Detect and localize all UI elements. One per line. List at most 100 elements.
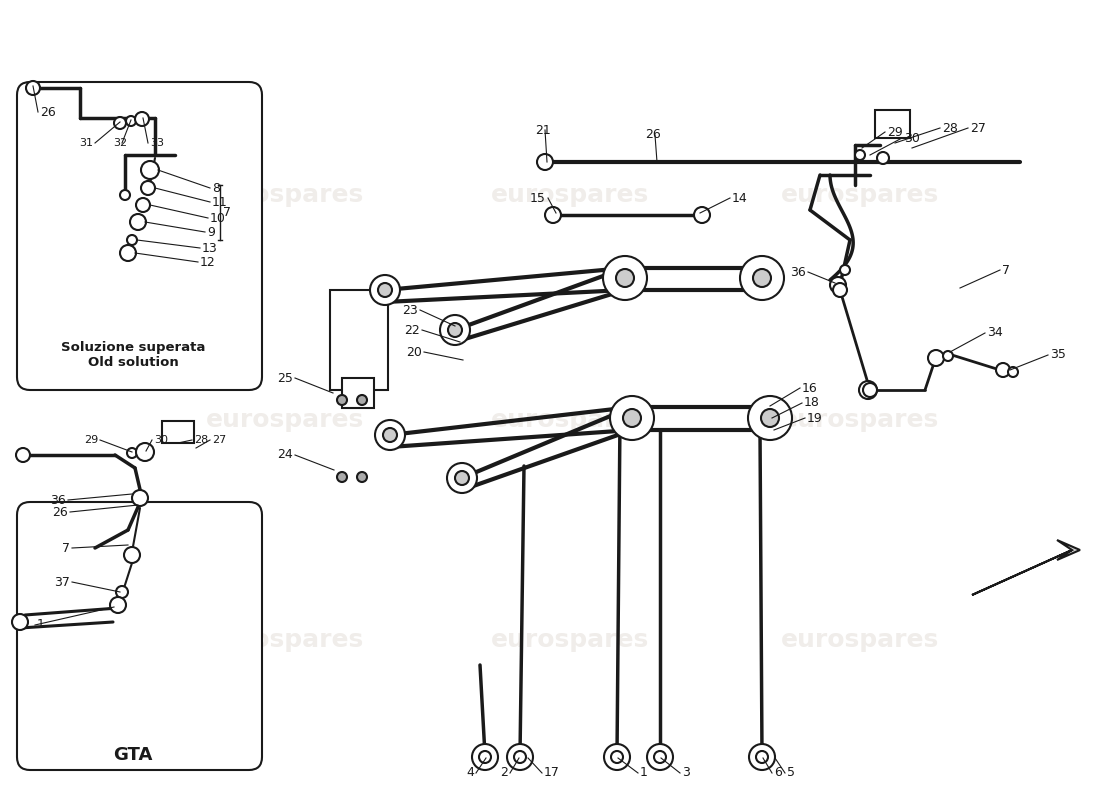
Circle shape [358, 472, 367, 482]
Text: 29: 29 [887, 126, 903, 138]
Circle shape [840, 265, 850, 275]
Text: eurospares: eurospares [206, 408, 364, 432]
Circle shape [126, 448, 138, 458]
Text: 23: 23 [403, 303, 418, 317]
Circle shape [761, 409, 779, 427]
Text: eurospares: eurospares [206, 183, 364, 207]
Text: 10: 10 [210, 211, 225, 225]
Text: eurospares: eurospares [491, 183, 649, 207]
Circle shape [623, 409, 641, 427]
Text: 26: 26 [645, 129, 661, 142]
Text: eurospares: eurospares [206, 628, 364, 652]
Circle shape [141, 181, 155, 195]
Text: Old solution: Old solution [88, 357, 178, 370]
Circle shape [507, 744, 534, 770]
Circle shape [378, 283, 392, 297]
Text: 6: 6 [774, 766, 782, 779]
Circle shape [447, 463, 477, 493]
Circle shape [647, 744, 673, 770]
Text: 28: 28 [942, 122, 958, 134]
Text: 18: 18 [804, 397, 820, 410]
Circle shape [754, 269, 771, 287]
Circle shape [833, 283, 847, 297]
Circle shape [114, 117, 126, 129]
Text: 37: 37 [54, 575, 70, 589]
Circle shape [120, 190, 130, 200]
Text: 29: 29 [84, 435, 98, 445]
Text: 30: 30 [154, 435, 168, 445]
FancyBboxPatch shape [16, 502, 262, 770]
Circle shape [110, 597, 126, 613]
Circle shape [996, 363, 1010, 377]
Text: eurospares: eurospares [491, 628, 649, 652]
Text: 8: 8 [212, 182, 220, 194]
Circle shape [748, 396, 792, 440]
Text: 33: 33 [150, 138, 164, 148]
Text: eurospares: eurospares [491, 408, 649, 432]
Circle shape [928, 350, 944, 366]
Circle shape [136, 443, 154, 461]
Text: 1: 1 [37, 618, 45, 631]
Polygon shape [972, 540, 1080, 595]
Circle shape [514, 751, 526, 763]
Circle shape [740, 256, 784, 300]
Circle shape [603, 256, 647, 300]
Text: 26: 26 [53, 506, 68, 518]
Circle shape [537, 154, 553, 170]
Text: 15: 15 [530, 191, 546, 205]
Circle shape [544, 207, 561, 223]
Text: 1: 1 [640, 766, 648, 779]
Text: 21: 21 [535, 123, 551, 137]
Bar [330, 290, 388, 390]
Circle shape [120, 245, 136, 261]
Circle shape [358, 395, 367, 405]
Text: 30: 30 [904, 131, 920, 145]
Circle shape [116, 586, 128, 598]
Text: 32: 32 [113, 138, 128, 148]
Text: eurospares: eurospares [781, 183, 939, 207]
Text: 5: 5 [786, 766, 795, 779]
Circle shape [337, 395, 346, 405]
Text: 34: 34 [987, 326, 1003, 339]
Text: Soluzione superata: Soluzione superata [60, 342, 206, 354]
Text: 28: 28 [194, 435, 208, 445]
Circle shape [16, 448, 30, 462]
Text: 24: 24 [277, 449, 293, 462]
Circle shape [472, 744, 498, 770]
Text: 27: 27 [970, 122, 986, 134]
Text: 19: 19 [807, 411, 823, 425]
Text: 14: 14 [732, 191, 748, 205]
Circle shape [375, 420, 405, 450]
Circle shape [126, 235, 138, 245]
Text: 25: 25 [277, 371, 293, 385]
Text: 27: 27 [212, 435, 227, 445]
Circle shape [478, 751, 491, 763]
Circle shape [448, 323, 462, 337]
Circle shape [654, 751, 666, 763]
Circle shape [830, 277, 846, 293]
Circle shape [126, 116, 136, 126]
Text: 35: 35 [1050, 349, 1066, 362]
Circle shape [124, 547, 140, 563]
Bar [342, 378, 374, 408]
Circle shape [855, 150, 865, 160]
FancyBboxPatch shape [16, 82, 262, 390]
Circle shape [864, 383, 877, 397]
Text: 9: 9 [207, 226, 215, 238]
Circle shape [694, 207, 710, 223]
Text: 16: 16 [802, 382, 817, 394]
Circle shape [604, 744, 630, 770]
Circle shape [337, 472, 346, 482]
Text: eurospares: eurospares [781, 628, 939, 652]
Text: 7: 7 [1002, 263, 1010, 277]
Bar [162, 421, 194, 443]
Circle shape [859, 381, 877, 399]
Circle shape [26, 81, 40, 95]
Circle shape [383, 428, 397, 442]
Text: 31: 31 [79, 138, 94, 148]
Text: 12: 12 [200, 255, 216, 269]
Text: 36: 36 [790, 266, 806, 278]
Circle shape [130, 214, 146, 230]
Circle shape [370, 275, 400, 305]
Text: 20: 20 [406, 346, 422, 358]
